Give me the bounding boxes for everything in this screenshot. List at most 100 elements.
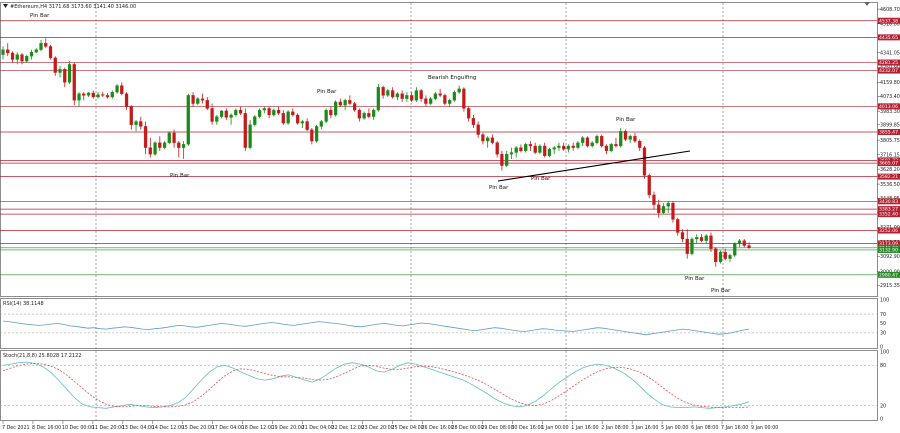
price-tick-label: 3805.75 xyxy=(880,138,900,144)
level-label-text: 4013.06 xyxy=(879,104,898,110)
pattern-annotation: Pin Bar xyxy=(489,185,509,191)
candle-body xyxy=(248,124,252,148)
candle-body xyxy=(676,219,680,233)
level-label-text: 3665.07 xyxy=(879,161,898,167)
price-tick-label: 3536.50 xyxy=(880,182,900,188)
time-tick-label: 17 Dec 04:00 xyxy=(212,425,244,431)
candle-body xyxy=(143,126,148,148)
candle-body xyxy=(120,85,124,94)
candle-body xyxy=(167,132,171,143)
candle-body xyxy=(652,194,656,205)
candle-body xyxy=(414,90,419,101)
candle-body xyxy=(538,145,542,153)
level-label-text: 3383.27 xyxy=(879,207,898,213)
candle-body xyxy=(685,238,689,254)
rsi-tick-label: 0 xyxy=(880,345,883,351)
level-label-text: 2980.47 xyxy=(879,272,898,278)
candle-body xyxy=(704,235,708,241)
time-tick-label: 21 Dec 04:00 xyxy=(302,425,334,431)
candle-body xyxy=(262,108,266,111)
shift-marker-icon[interactable] xyxy=(864,2,870,6)
candle-body xyxy=(324,109,328,122)
candle-body xyxy=(609,144,613,152)
time-tick-label: 18 Dec 12:00 xyxy=(242,425,274,431)
level-label-box xyxy=(878,227,900,234)
time-tick-label: 8 Dec 16:00 xyxy=(32,425,61,431)
candle-body xyxy=(557,145,561,148)
candle-body xyxy=(348,100,352,104)
level-label-text: 4281.25 xyxy=(879,60,898,66)
candle-body xyxy=(234,109,238,116)
rsi-title: RSI(14) 38.1148 xyxy=(3,301,44,307)
candle-body xyxy=(300,121,304,124)
candle-body xyxy=(462,88,466,109)
candle-body xyxy=(267,108,271,116)
level-label-text: 4537.38 xyxy=(879,18,898,24)
candle-body xyxy=(257,109,262,117)
stoch-tick-label: 100 xyxy=(880,350,889,356)
candle-body xyxy=(533,145,537,153)
time-tick-label: 1 Jan 16:00 xyxy=(571,425,598,431)
candle-body xyxy=(367,113,371,117)
time-tick-label: 13 Dec 04:00 xyxy=(122,425,154,431)
candle-body xyxy=(448,100,452,104)
time-tick-label: 23 Dec 20:00 xyxy=(362,425,394,431)
rsi-tick-label: 30 xyxy=(880,331,886,337)
candle-body xyxy=(723,251,727,259)
price-tick-label: 3899.85 xyxy=(880,122,900,128)
candle-body xyxy=(39,43,43,50)
candle-body xyxy=(747,245,751,248)
price-tick-label: 4073.40 xyxy=(880,94,900,100)
price-pane[interactable] xyxy=(0,2,878,297)
candle-body xyxy=(543,145,547,156)
candle-body xyxy=(481,134,485,142)
pattern-annotation: Pin Bar xyxy=(317,89,337,95)
time-tick-label: 10 Dec 00:00 xyxy=(62,425,94,431)
candle-body xyxy=(476,124,480,135)
candle-body xyxy=(505,153,509,166)
candle-body xyxy=(196,98,200,104)
stoch-tick-label: 80 xyxy=(880,363,886,369)
level-label-box xyxy=(878,246,900,253)
candle-body xyxy=(419,90,423,99)
candle-body xyxy=(96,94,100,98)
candle-body xyxy=(633,136,637,142)
level-label-box xyxy=(878,271,900,278)
candle-body xyxy=(519,147,523,152)
candle-body xyxy=(186,95,190,145)
time-tick-label: 11 Dec 20:00 xyxy=(92,425,124,431)
candle-body xyxy=(291,111,295,116)
candle-body xyxy=(381,87,385,96)
candle-body xyxy=(571,145,575,148)
candle-body xyxy=(405,95,409,99)
candle-body xyxy=(524,144,528,152)
candle-body xyxy=(581,137,585,143)
candle-body xyxy=(281,113,285,124)
candle-body xyxy=(177,142,181,148)
candle-body xyxy=(638,140,642,148)
candle-body xyxy=(48,46,53,59)
candle-body xyxy=(162,142,167,148)
level-label-text: 3132.90 xyxy=(879,248,898,254)
level-label-text: 3855.47 xyxy=(879,130,898,136)
rsi-pane[interactable] xyxy=(0,298,878,349)
expand-arrow-icon[interactable] xyxy=(3,4,8,8)
candle-body xyxy=(742,240,746,246)
candle-body xyxy=(115,85,119,93)
candle-body xyxy=(181,144,186,148)
pattern-annotations: Pin Bar Pin Bar Pin Bar Bearish Engulfing Pi… xyxy=(30,13,731,294)
stoch-tick-label: 20 xyxy=(880,403,886,409)
stoch-pane[interactable] xyxy=(0,350,878,421)
stoch-main-line xyxy=(2,361,750,409)
candle-body xyxy=(219,110,224,117)
price-tick-label: 4608.70 xyxy=(880,7,900,13)
candle-body xyxy=(471,118,476,125)
level-label-box xyxy=(878,103,900,110)
candle-body xyxy=(200,98,205,101)
candle-body xyxy=(547,149,552,156)
pattern-annotation: Pin Bar xyxy=(30,13,50,19)
candle-body xyxy=(158,142,162,148)
level-label-box xyxy=(878,211,900,218)
